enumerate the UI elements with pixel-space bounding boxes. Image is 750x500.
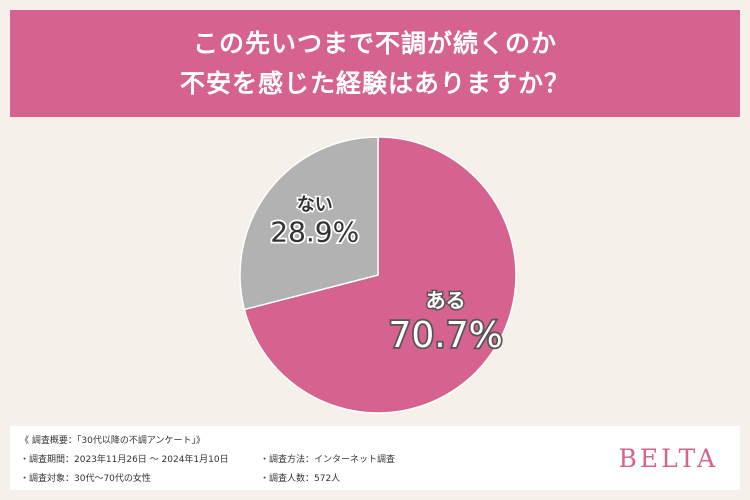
brand-logo: BELTA [618,444,718,473]
survey-target: ・調査対象：30代〜70代の女性 [20,474,151,484]
survey-footer: 《 調査概要：「30代以降の不調アンケート」》 ・調査期間：2023年11月26… [10,426,740,490]
pie-slice-1 [243,136,517,414]
slice-value-2: 28.9% [270,215,359,248]
survey-overview: 《 調査概要：「30代以降の不調アンケート」》 [20,436,205,446]
slice-value-1: 70.7% [388,315,502,356]
survey-method: ・調査方法：インターネット調査 [260,455,396,465]
title-banner: この先いつまで不調が続くのか 不安を感じた経験はありますか？ [10,10,740,117]
slice-label-1: ある [426,289,466,313]
title-line-1: この先いつまで不調が続くのか [192,28,557,58]
survey-period: ・調査期間：2023年11月26日 〜 2024年1月10日 [20,455,229,465]
slice-label-2: ない [297,195,333,216]
pie-slice-2 [239,136,379,311]
title-line-2: 不安を感じた経験はありますか？ [179,68,570,98]
survey-count: ・調査人数：572人 [260,474,341,484]
